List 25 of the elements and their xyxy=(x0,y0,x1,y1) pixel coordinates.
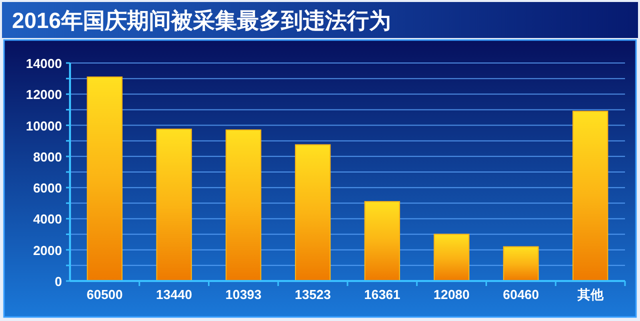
y-tick-label: 2000 xyxy=(33,242,62,258)
chart-title: 2016年国庆期间被采集最多到违法行为 xyxy=(12,8,391,33)
y-tick-label: 8000 xyxy=(33,149,62,164)
x-tick-label: 其他 xyxy=(576,287,604,302)
x-tick-label: 60460 xyxy=(502,287,540,302)
bar xyxy=(86,76,123,282)
x-tick-label: 13523 xyxy=(294,287,331,302)
x-tick-label: 12080 xyxy=(433,287,470,302)
bar xyxy=(572,110,608,282)
x-tick-label: 60500 xyxy=(86,287,123,302)
x-tick-label: 10393 xyxy=(225,287,262,302)
bar xyxy=(364,201,400,282)
y-tick-label: 0 xyxy=(54,274,62,289)
bar xyxy=(503,246,539,282)
y-tick-label: 6000 xyxy=(33,180,62,196)
y-tick-label: 10000 xyxy=(26,118,62,134)
bar xyxy=(434,234,470,282)
y-tick-label: 12000 xyxy=(26,87,62,102)
bar xyxy=(294,144,331,282)
y-tick-label: 4000 xyxy=(33,212,62,227)
bar xyxy=(226,129,262,282)
bar xyxy=(156,128,192,282)
x-tick-label: 16361 xyxy=(364,287,400,302)
x-tick-label: 13440 xyxy=(156,287,192,302)
y-tick-label: 14000 xyxy=(26,56,62,71)
